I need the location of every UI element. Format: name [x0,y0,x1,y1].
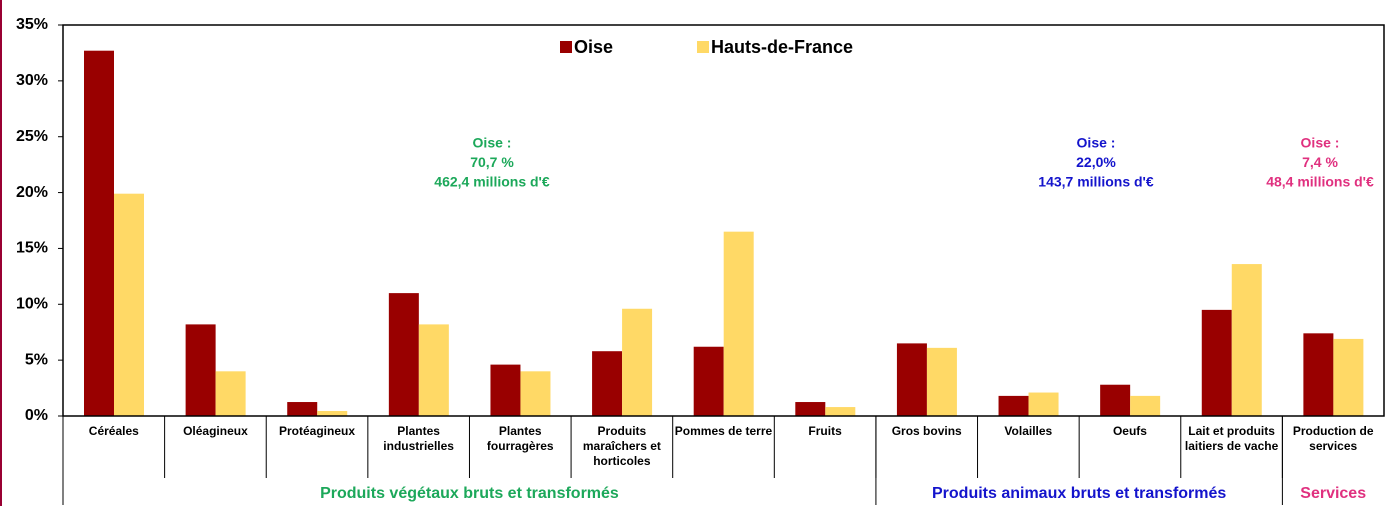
legend-label: Oise [574,37,613,57]
bar [622,308,653,416]
bar [825,407,856,416]
bar [84,50,114,417]
bar [926,347,957,416]
group-label: Produits animaux bruts et transformés [932,485,1226,502]
x-tick-label: Gros bovins [891,424,962,438]
annotation: Oise : [473,135,512,151]
annotation: 70,7 % [470,154,514,170]
bar [723,231,754,416]
y-tick-label: 20% [16,184,48,201]
x-tick-label: Protéagineux [279,424,356,438]
x-tick-label: Produits maraîchers et horticoles [582,424,661,468]
annotation: 7,4 % [1302,154,1338,170]
bar [1100,384,1131,416]
bar [592,351,623,416]
annotation: 48,4 millions d'€ [1266,174,1374,190]
bar [693,346,724,416]
bar [287,402,318,416]
x-tick-label: Oléagineux [183,424,248,438]
x-tick-label: Pommes de terre [674,424,773,438]
y-tick-label: 0% [25,407,48,424]
y-tick-label: 10% [16,296,48,313]
annotation: 22,0% [1076,154,1116,170]
legend-swatch [560,41,572,53]
y-tick-label: 30% [16,72,48,89]
bar [317,410,348,416]
bar [1201,309,1232,416]
annotation: 462,4 millions d'€ [434,174,550,190]
x-tick-label: Céréales [88,424,139,438]
bar [418,324,449,416]
bar [215,371,246,416]
x-tick-label: Oeufs [1112,424,1147,438]
y-tick-label: 15% [16,240,48,257]
annotation: 143,7 millions d'€ [1038,174,1154,190]
x-tick-label: Plantes fourragères [486,424,554,453]
bar [1130,395,1161,416]
group-label: Services [1300,485,1366,502]
bar [1333,338,1364,416]
bar [896,343,927,416]
bar [1303,333,1334,416]
bar [490,364,521,416]
annotation: Oise : [1301,135,1340,151]
x-tick-label: Volailles [1004,424,1053,438]
x-tick-label: Plantes industrielles [383,424,454,453]
legend-label: Hauts-de-France [711,37,853,57]
group-label: Produits végétaux bruts et transformés [320,485,619,502]
bar [998,395,1029,416]
y-tick-label: 5% [25,351,48,368]
bar [388,293,419,416]
legend-swatch [697,41,709,53]
plot-frame [62,24,1385,417]
bar [520,371,551,416]
y-tick-label: 35% [16,16,48,33]
x-tick-label: Production de services [1292,424,1374,453]
bar [1231,264,1262,416]
x-tick-label: Fruits [808,424,842,438]
bar [1028,392,1059,416]
bar [185,324,216,416]
annotation: Oise : [1077,135,1116,151]
y-tick-label: 25% [16,128,48,145]
bar [795,402,826,416]
bar [114,193,144,416]
x-tick-label: Lait et produits laitiers de vache [1184,424,1279,453]
